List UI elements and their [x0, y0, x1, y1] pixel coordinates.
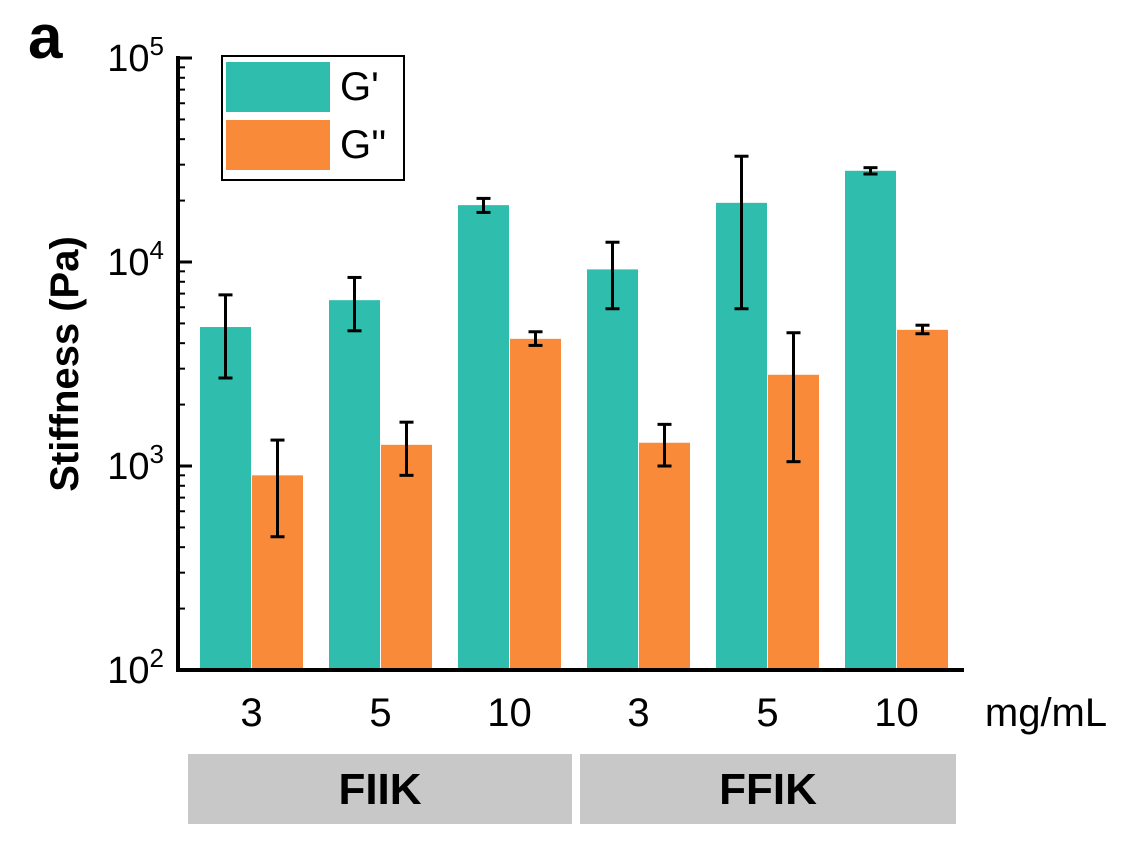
y-axis-label: Stiffness (Pa) — [43, 236, 87, 492]
x-tick-label: 5 — [369, 691, 391, 735]
group-box-ffik — [580, 754, 956, 824]
bar-gdoubleprime-1 — [381, 444, 432, 670]
y-tick-label: 102 — [107, 643, 164, 692]
legend-swatch-0 — [226, 62, 330, 112]
bar-gdoubleprime-2 — [510, 338, 561, 670]
bar-gprime-3 — [587, 269, 638, 670]
group-label-ffik: FFIK — [719, 765, 817, 814]
x-tick-label: 3 — [240, 691, 262, 735]
legend-label-1: G'' — [340, 123, 386, 167]
panel-letter: a — [28, 3, 63, 72]
axes — [176, 56, 964, 672]
bar-gprime-0 — [200, 327, 251, 670]
y-tick-label: 103 — [107, 439, 164, 488]
x-tick-label: 10 — [874, 691, 919, 735]
legend-label-0: G' — [340, 65, 379, 109]
bar-gprime-2 — [458, 205, 509, 670]
x-tick-label: 10 — [487, 691, 532, 735]
bar-gprime-5 — [845, 170, 896, 670]
legend: G' G'' — [221, 55, 405, 181]
x-unit-label: mg/mL — [985, 691, 1107, 735]
plot-area — [200, 154, 948, 670]
x-tick-label: 5 — [756, 691, 778, 735]
group-box-fiik — [188, 754, 572, 824]
y-tick-label: 105 — [107, 31, 164, 80]
group-label-fiik: FIIK — [338, 765, 421, 814]
bar-gprime-1 — [329, 300, 380, 670]
bar-gdoubleprime-3 — [639, 442, 690, 670]
bar-gdoubleprime-5 — [897, 329, 948, 670]
x-tick-label: 3 — [627, 691, 649, 735]
legend-swatch-1 — [226, 120, 330, 170]
y-tick-label: 104 — [107, 235, 164, 284]
